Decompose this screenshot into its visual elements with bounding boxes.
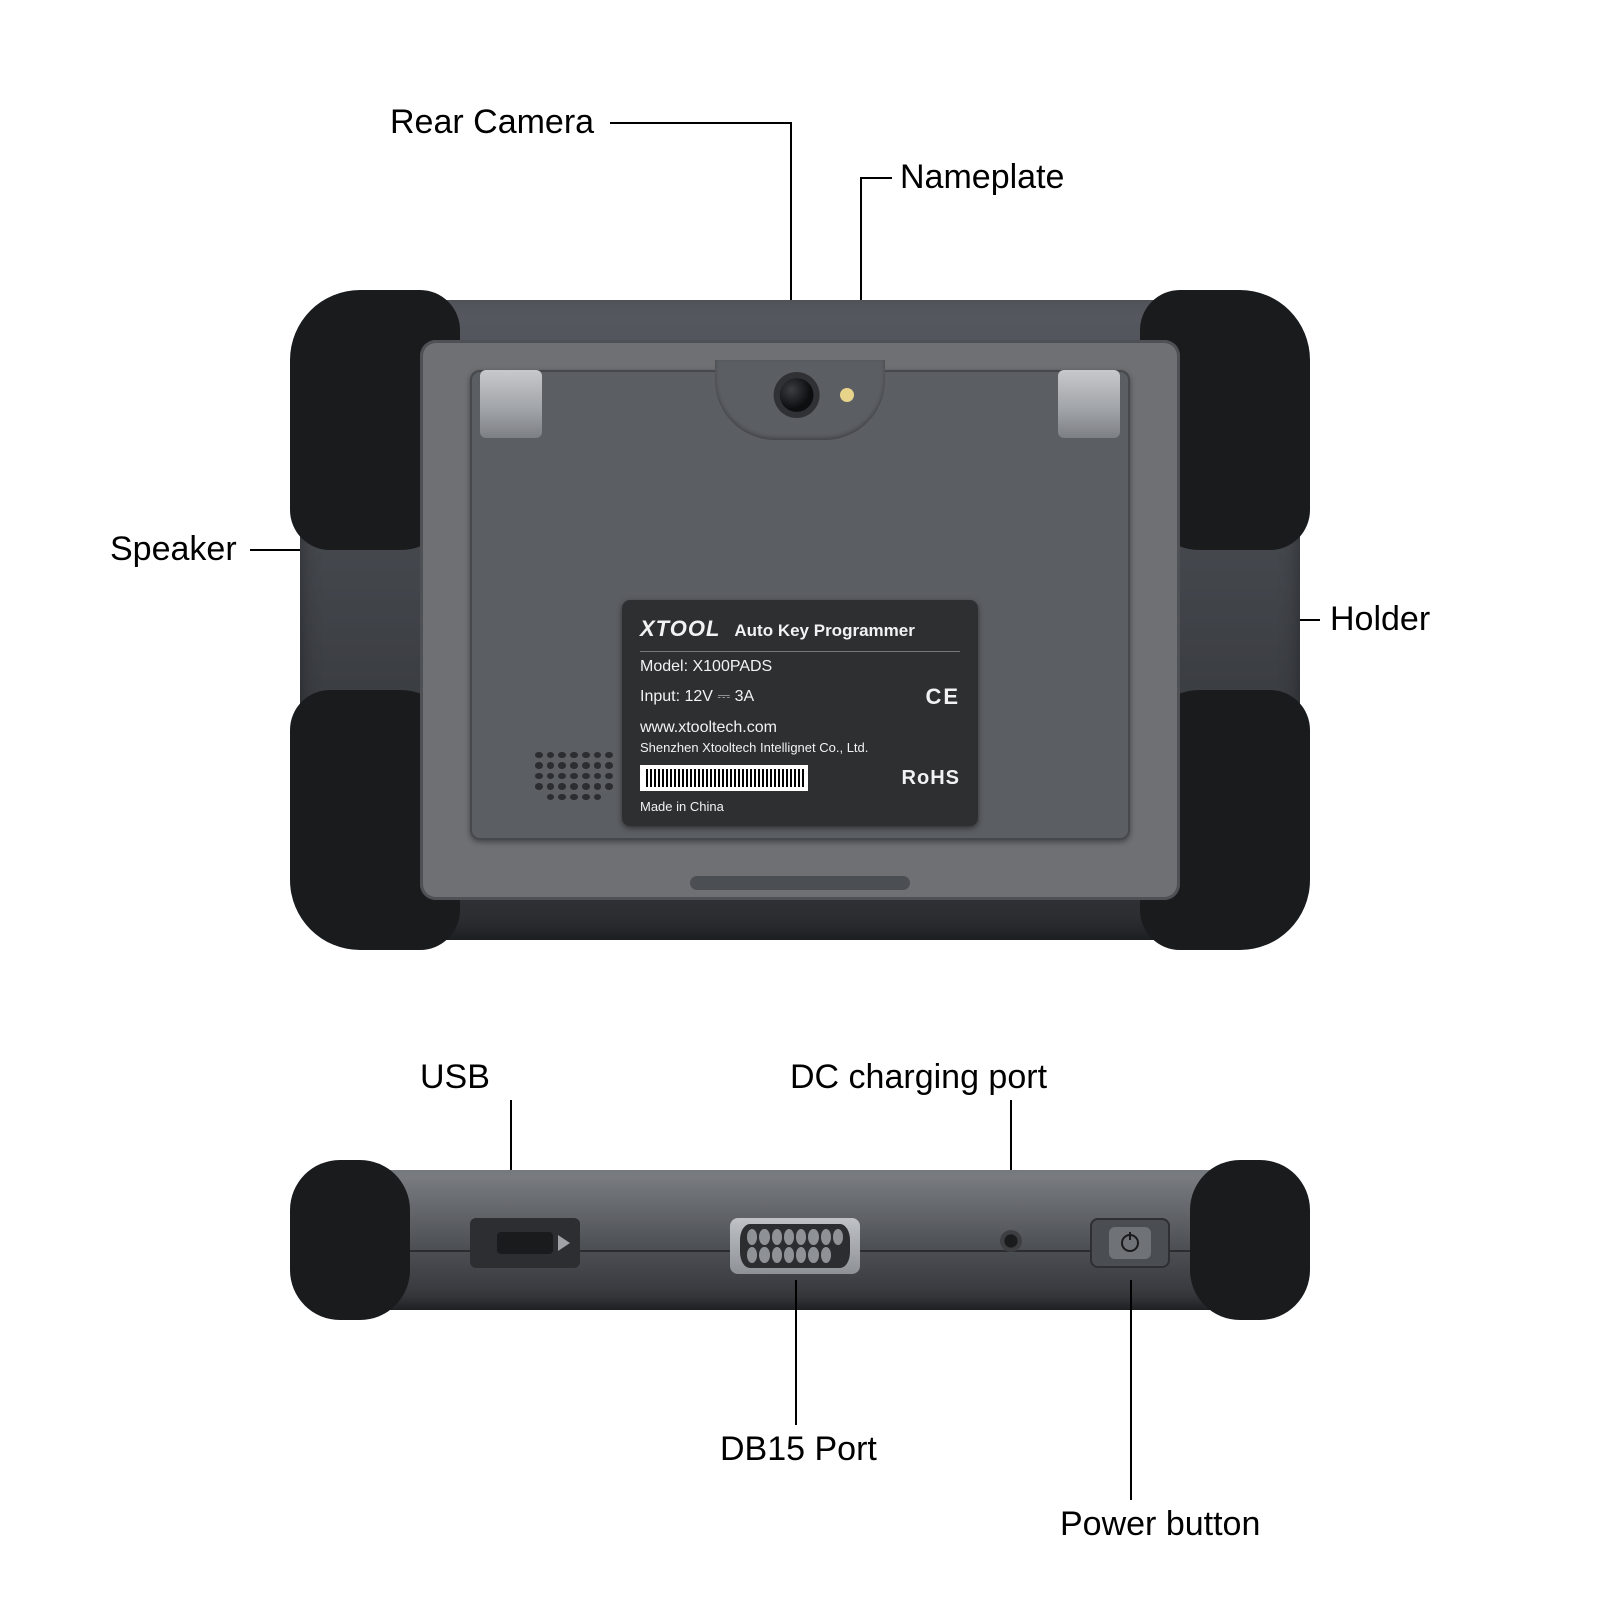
label-nameplate: Nameplate <box>900 158 1064 197</box>
device-rear-view: XTOOL Auto Key Programmer Model: X100PADS… <box>300 300 1300 940</box>
usb-port-icon <box>470 1218 580 1268</box>
nameplate-made: Made in China <box>640 798 960 816</box>
nameplate-sticker: XTOOL Auto Key Programmer Model: X100PADS… <box>622 600 978 826</box>
nameplate-brand: XTOOL <box>640 616 720 641</box>
rear-camera-icon <box>780 378 814 412</box>
nameplate-input: Input: 12V ⎓ 3A <box>640 686 754 708</box>
rubber-corner <box>290 1160 410 1320</box>
label-speaker: Speaker <box>110 530 237 569</box>
nameplate-site: www.xtooltech.com <box>640 717 777 739</box>
leader <box>1130 1280 1132 1500</box>
power-icon <box>1121 1234 1139 1252</box>
db15-port-icon <box>730 1218 860 1274</box>
label-rear-camera: Rear Camera <box>390 103 594 142</box>
label-holder: Holder <box>1330 600 1430 639</box>
nameplate-company: Shenzhen Xtooltech Intellignet Co., Ltd. <box>640 739 960 757</box>
bottom-lip <box>690 876 910 890</box>
leader <box>795 1280 797 1425</box>
leader <box>610 122 790 124</box>
barcode-icon <box>640 765 808 791</box>
speaker-grill-icon <box>535 752 613 800</box>
dc-port-icon <box>1000 1230 1022 1252</box>
hinge <box>1058 370 1120 438</box>
power-button-icon <box>1090 1218 1170 1268</box>
camera-led-icon <box>840 388 854 402</box>
leader <box>860 177 892 179</box>
label-usb: USB <box>420 1058 490 1097</box>
hinge <box>480 370 542 438</box>
nameplate-product: Auto Key Programmer <box>734 621 914 640</box>
label-power: Power button <box>1060 1505 1260 1544</box>
rohs-mark: RoHS <box>902 764 960 792</box>
rubber-corner <box>1190 1160 1310 1320</box>
ce-mark-icon: CE <box>925 682 960 713</box>
device-side-view <box>300 1170 1300 1310</box>
diagram-canvas: Rear Camera Nameplate Speaker Holder XTO… <box>0 0 1600 1600</box>
nameplate-model: Model: X100PADS <box>640 656 772 678</box>
label-db15: DB15 Port <box>720 1430 877 1469</box>
label-dc-port: DC charging port <box>790 1058 1047 1097</box>
